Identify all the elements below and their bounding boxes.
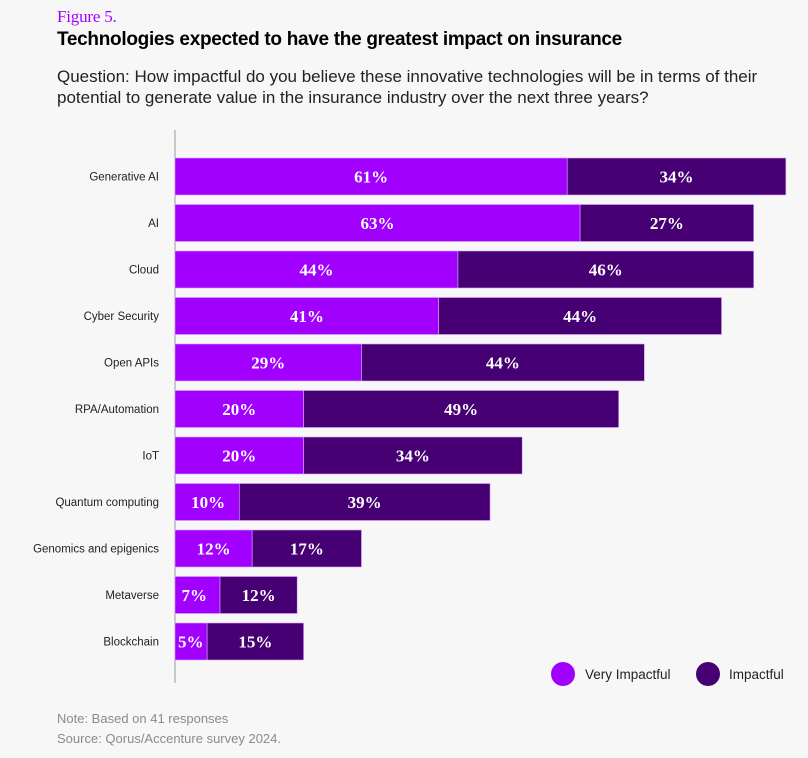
bar-row-quantum-computing: Quantum computing 10% 39% — [55, 483, 491, 521]
bar-row-generative-ai: Generative AI 61% 34% — [89, 157, 787, 196]
data-label-impactful: 49% — [444, 400, 478, 419]
legend-label-impactful: Impactful — [729, 667, 784, 682]
data-label-impactful: 44% — [486, 354, 520, 373]
bar-very-impactful-open-apis — [174, 343, 362, 382]
data-label-very-impactful: 20% — [222, 400, 256, 419]
data-label-very-impactful: 61% — [354, 168, 388, 187]
data-label-very-impactful: 5% — [178, 633, 204, 652]
bar-very-impactful-genomics-and-epigenics — [174, 529, 253, 568]
bar-row-cyber-security: Cyber Security 41% 44% — [84, 297, 722, 335]
data-label-impactful: 39% — [348, 493, 382, 512]
bar-row-rpa-automation: RPA/Automation 20% 49% — [75, 390, 619, 428]
chart-title: Technologies expected to have the greate… — [57, 29, 622, 50]
bar-very-impactful-metaverse — [174, 576, 221, 614]
data-label-impactful: 44% — [563, 307, 597, 326]
bar-very-impactful-cloud — [174, 250, 459, 289]
bar-row-ai: AI 63% 27% — [148, 204, 755, 242]
bar-impactful-rpa-automation — [303, 390, 619, 428]
data-label-very-impactful: 12% — [197, 540, 231, 559]
bar-impactful-iot — [303, 436, 523, 475]
bar-very-impactful-ai — [174, 204, 581, 242]
legend-swatch-impactful — [696, 662, 720, 686]
category-label: Genomics and epigenics — [33, 544, 159, 556]
bar-impactful-ai — [579, 204, 755, 242]
bar-impactful-quantum-computing — [239, 483, 491, 521]
data-label-impactful: 15% — [238, 633, 272, 652]
bar-row-metaverse: Metaverse 7% 12% — [105, 576, 298, 614]
data-label-very-impactful: 29% — [251, 354, 285, 373]
bar-row-genomics-and-epigenics: Genomics and epigenics 12% 17% — [33, 529, 362, 568]
category-label: RPA/Automation — [75, 404, 159, 416]
note-text: Note: Based on 41 responses — [57, 711, 229, 726]
data-label-very-impactful: 44% — [299, 261, 333, 280]
question-text: Question: How impactful do you believe t… — [57, 67, 758, 107]
data-label-very-impactful: 10% — [191, 493, 225, 512]
data-label-impactful: 46% — [589, 261, 623, 280]
bar-impactful-generative-ai — [566, 157, 787, 196]
category-label: Cloud — [129, 265, 159, 277]
bar-row-blockchain: Blockchain 5% 15% — [103, 622, 304, 661]
category-label: Generative AI — [89, 172, 159, 184]
bar-very-impactful-cyber-security — [174, 297, 439, 335]
data-label-impactful: 17% — [290, 540, 324, 559]
category-label: Metaverse — [105, 590, 159, 602]
bar-impactful-cyber-security — [438, 297, 722, 335]
category-label: Open APIs — [104, 358, 159, 370]
legend: Very Impactful Impactful — [551, 662, 784, 686]
data-label-very-impactful: 20% — [222, 447, 256, 466]
figure-label: Figure 5. — [57, 7, 117, 26]
bars-group: Generative AI 61% 34% AI 63% 27% Cloud 44% 46% Cy… — [33, 157, 787, 661]
stacked-bar-chart: Generative AI 61% 34% AI 63% 27% Cloud 44% 46% Cy… — [33, 130, 787, 686]
data-label-very-impactful: 63% — [361, 214, 395, 233]
bar-very-impactful-quantum-computing — [174, 483, 240, 521]
bar-impactful-metaverse — [219, 576, 298, 614]
source-text: Source: Qorus/Accenture survey 2024. — [57, 731, 282, 746]
category-label: IoT — [142, 451, 159, 463]
category-label: Quantum computing — [55, 497, 159, 509]
bar-impactful-cloud — [457, 250, 755, 289]
data-label-impactful: 12% — [242, 586, 276, 605]
category-label: AI — [148, 218, 159, 230]
data-label-very-impactful: 7% — [182, 586, 208, 605]
bar-very-impactful-iot — [174, 436, 304, 475]
bar-row-open-apis: Open APIs 29% 44% — [104, 343, 645, 382]
bar-row-iot: IoT 20% 34% — [142, 436, 523, 475]
category-label: Cyber Security — [84, 311, 160, 323]
legend-label-very-impactful: Very Impactful — [585, 667, 671, 682]
data-label-impactful: 27% — [650, 214, 684, 233]
bar-impactful-open-apis — [361, 343, 645, 382]
data-label-very-impactful: 41% — [290, 307, 324, 326]
bar-impactful-blockchain — [206, 622, 304, 661]
data-label-impactful: 34% — [660, 168, 694, 187]
bar-row-cloud: Cloud 44% 46% — [129, 250, 755, 289]
legend-swatch-very-impactful — [551, 662, 575, 686]
bar-very-impactful-rpa-automation — [174, 390, 304, 428]
bar-very-impactful-blockchain — [174, 622, 208, 661]
data-label-impactful: 34% — [396, 447, 430, 466]
category-label: Blockchain — [103, 637, 159, 649]
bar-impactful-genomics-and-epigenics — [251, 529, 362, 568]
